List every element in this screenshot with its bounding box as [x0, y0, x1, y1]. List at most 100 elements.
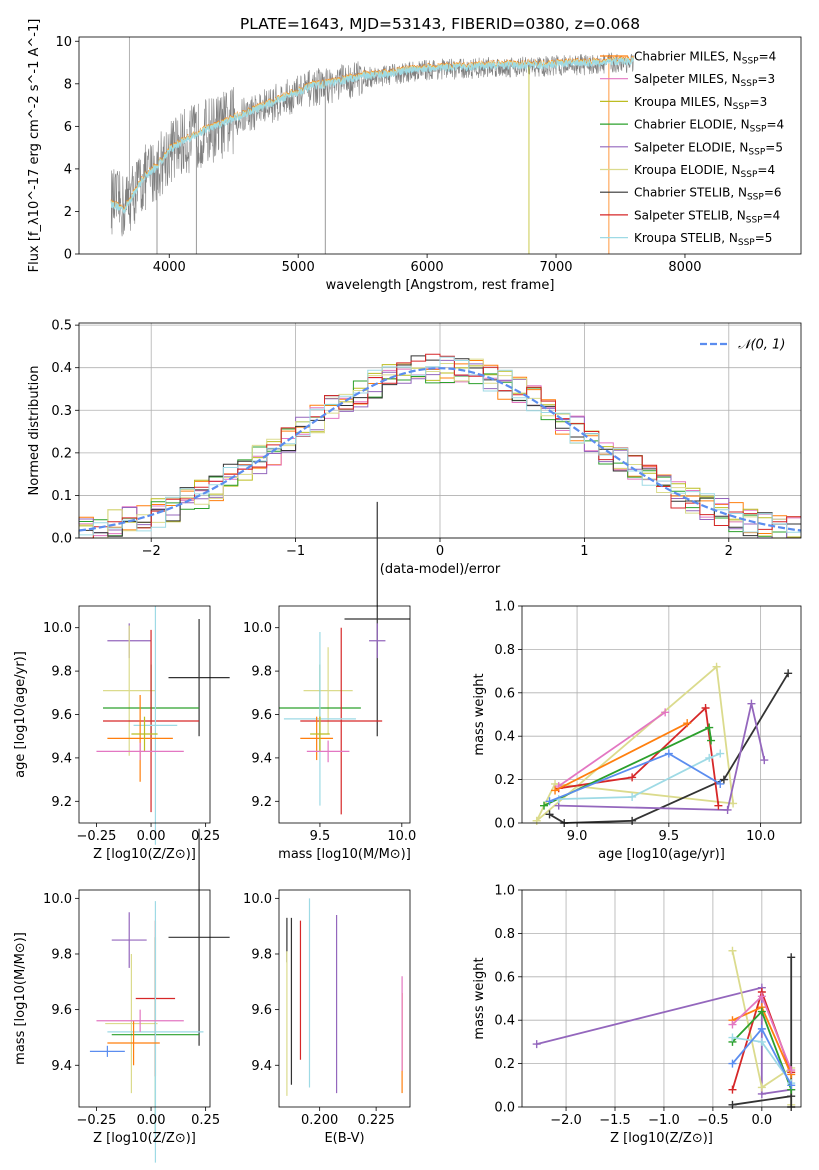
- x-tick-label: 9.5: [658, 829, 679, 844]
- x-axis-label: Z [log10(Z/Z⊙)]: [93, 1131, 196, 1146]
- x-tick-label: 5000: [282, 260, 315, 275]
- mass-weight-marker: [729, 799, 738, 808]
- mass-weight-marker: [716, 779, 725, 788]
- y-tick-label: 9.8: [251, 665, 272, 680]
- mass-weight-marker: [757, 1024, 766, 1033]
- mass-weight-line: [558, 706, 720, 806]
- legend-entry: 𝒩(0, 1): [738, 338, 785, 353]
- histogram-step: [78, 358, 801, 539]
- mass-weight-marker: [661, 708, 670, 717]
- y-tick-label: 0.1: [51, 489, 72, 504]
- mass-weight-marker: [701, 703, 710, 712]
- x-axis-label: wavelength [Angstrom, rest frame]: [326, 278, 555, 293]
- x-tick-label: 6000: [411, 260, 444, 275]
- histogram-step: [79, 353, 801, 539]
- x-tick-label: 10.0: [746, 829, 775, 844]
- x-tick-label: −1.5: [599, 1113, 631, 1128]
- mass-vs-ebv-panel: 0.200 0.225 9.4 9.6 9.8 10.0 E(B-V): [243, 889, 411, 1146]
- x-tick-label: 7000: [539, 260, 572, 275]
- mass-weight-marker: [628, 773, 637, 782]
- mass-weight-marker: [728, 946, 737, 955]
- y-tick-label: 1.0: [494, 884, 515, 899]
- mass-weight-marker: [757, 1007, 766, 1016]
- mass-weight-marker: [545, 810, 554, 819]
- y-tick-label: 9.4: [51, 751, 72, 766]
- mass-vs-metallicity-panel: −0.25 0.00 0.25 9.4 9.6 9.8 10.0 Z [log10(Z/Z⊙)…: [13, 828, 230, 1163]
- y-tick-label: 10.0: [243, 621, 272, 636]
- y-tick-label: 9.6: [51, 1003, 72, 1018]
- y-axis-label: Normed distribution: [27, 366, 42, 496]
- mass-weight-marker: [723, 805, 732, 814]
- y-tick-label: 6: [64, 120, 72, 135]
- y-tick-label: 4: [64, 162, 72, 177]
- x-axis-label: (data-model)/error: [380, 562, 501, 577]
- x-axis-label: age [log10(age/yr)]: [598, 847, 725, 862]
- x-tick-label: 8000: [668, 260, 701, 275]
- mass-weight-marker: [712, 662, 721, 671]
- mass-weight-marker: [532, 816, 541, 825]
- y-tick-label: 0.0: [494, 1101, 515, 1116]
- axes-frame: [521, 605, 802, 824]
- mass-weight-marker: [787, 1081, 796, 1090]
- y-tick-label: 8: [64, 77, 72, 92]
- x-tick-label: 9.5: [310, 829, 331, 844]
- x-axis-label: mass [log10(M/M⊙)]: [278, 847, 411, 862]
- legend-entry: Salpeter MILES, NSSP=3: [634, 72, 775, 89]
- mass-weight-marker: [757, 1037, 766, 1046]
- y-tick-label: 9.2: [51, 795, 72, 810]
- y-axis-label: mass weight: [472, 673, 487, 755]
- x-axis-label: Z [log10(Z/Z⊙)]: [610, 1131, 713, 1146]
- y-tick-label: 0.2: [51, 446, 72, 461]
- x-tick-label: 0: [436, 544, 444, 559]
- x-tick-label: 2: [725, 544, 733, 559]
- y-tick-label: 0.4: [494, 1014, 515, 1029]
- x-tick-label: 9.0: [567, 829, 588, 844]
- axes-frame: [278, 889, 411, 1108]
- x-tick-label: 0.00: [137, 829, 166, 844]
- y-tick-label: 0.6: [494, 686, 515, 701]
- y-tick-label: 10.0: [243, 892, 272, 907]
- x-tick-label: −0.25: [77, 829, 117, 844]
- y-tick-label: 9.8: [51, 947, 72, 962]
- mass-weight-line: [558, 752, 721, 800]
- y-tick-label: 0.4: [494, 730, 515, 745]
- axes-frame: [278, 605, 411, 824]
- x-tick-label: 0.25: [191, 829, 220, 844]
- mass-weight-marker: [705, 723, 714, 732]
- mass-weight-marker: [628, 792, 637, 801]
- model-spectrum-line: [110, 56, 634, 215]
- y-axis-label: Flux [f_λ10^-17 erg cm^-2 s^-1 A^-1]: [27, 19, 42, 273]
- y-tick-label: 9.8: [251, 947, 272, 962]
- y-tick-label: 10.0: [43, 892, 72, 907]
- legend-entry: Salpeter ELODIE, NSSP=5: [634, 140, 783, 157]
- x-tick-label: 0.25: [191, 1113, 220, 1128]
- mass-weight-marker: [551, 786, 560, 795]
- legend-entry: Salpeter STELIB, NSSP=4: [634, 208, 780, 225]
- axes-frame: [521, 889, 802, 1108]
- y-tick-label: 9.6: [251, 708, 272, 723]
- x-tick-label: 4000: [153, 260, 186, 275]
- chart-title: PLATE=1643, MJD=53143, FIBERID=0380, z=0…: [240, 15, 640, 33]
- y-tick-label: 9.4: [251, 1059, 272, 1074]
- y-tick-label: 10.0: [43, 621, 72, 636]
- mass-weight-marker: [545, 797, 554, 806]
- mass-weight-marker: [784, 669, 793, 678]
- age-vs-metallicity-panel: −0.25 0.00 0.25 9.2 9.4 9.6 9.8 10.0 Z [log10(Z/…: [13, 605, 230, 862]
- y-tick-label: 0.5: [51, 319, 72, 334]
- y-axis-label: age [log10(age/yr)]: [13, 651, 28, 778]
- y-axis-label: mass [log10(M/M⊙)]: [13, 932, 28, 1065]
- legend-entry: Chabrier ELODIE, NSSP=4: [634, 118, 784, 135]
- mass-weight-marker: [728, 1085, 737, 1094]
- mass-weight-marker: [628, 816, 637, 825]
- y-tick-label: 9.2: [251, 795, 272, 810]
- histogram-step: [78, 373, 801, 539]
- legend-entry: Kroupa MILES, NSSP=3: [634, 95, 767, 112]
- mass-weight-marker: [705, 753, 714, 762]
- y-tick-label: 0.0: [51, 532, 72, 547]
- y-axis-label: mass weight: [472, 957, 487, 1039]
- mass-weight-marker: [787, 1066, 796, 1075]
- x-tick-label: −2: [142, 544, 161, 559]
- y-tick-label: 1.0: [494, 600, 515, 615]
- y-tick-label: 0.8: [494, 643, 515, 658]
